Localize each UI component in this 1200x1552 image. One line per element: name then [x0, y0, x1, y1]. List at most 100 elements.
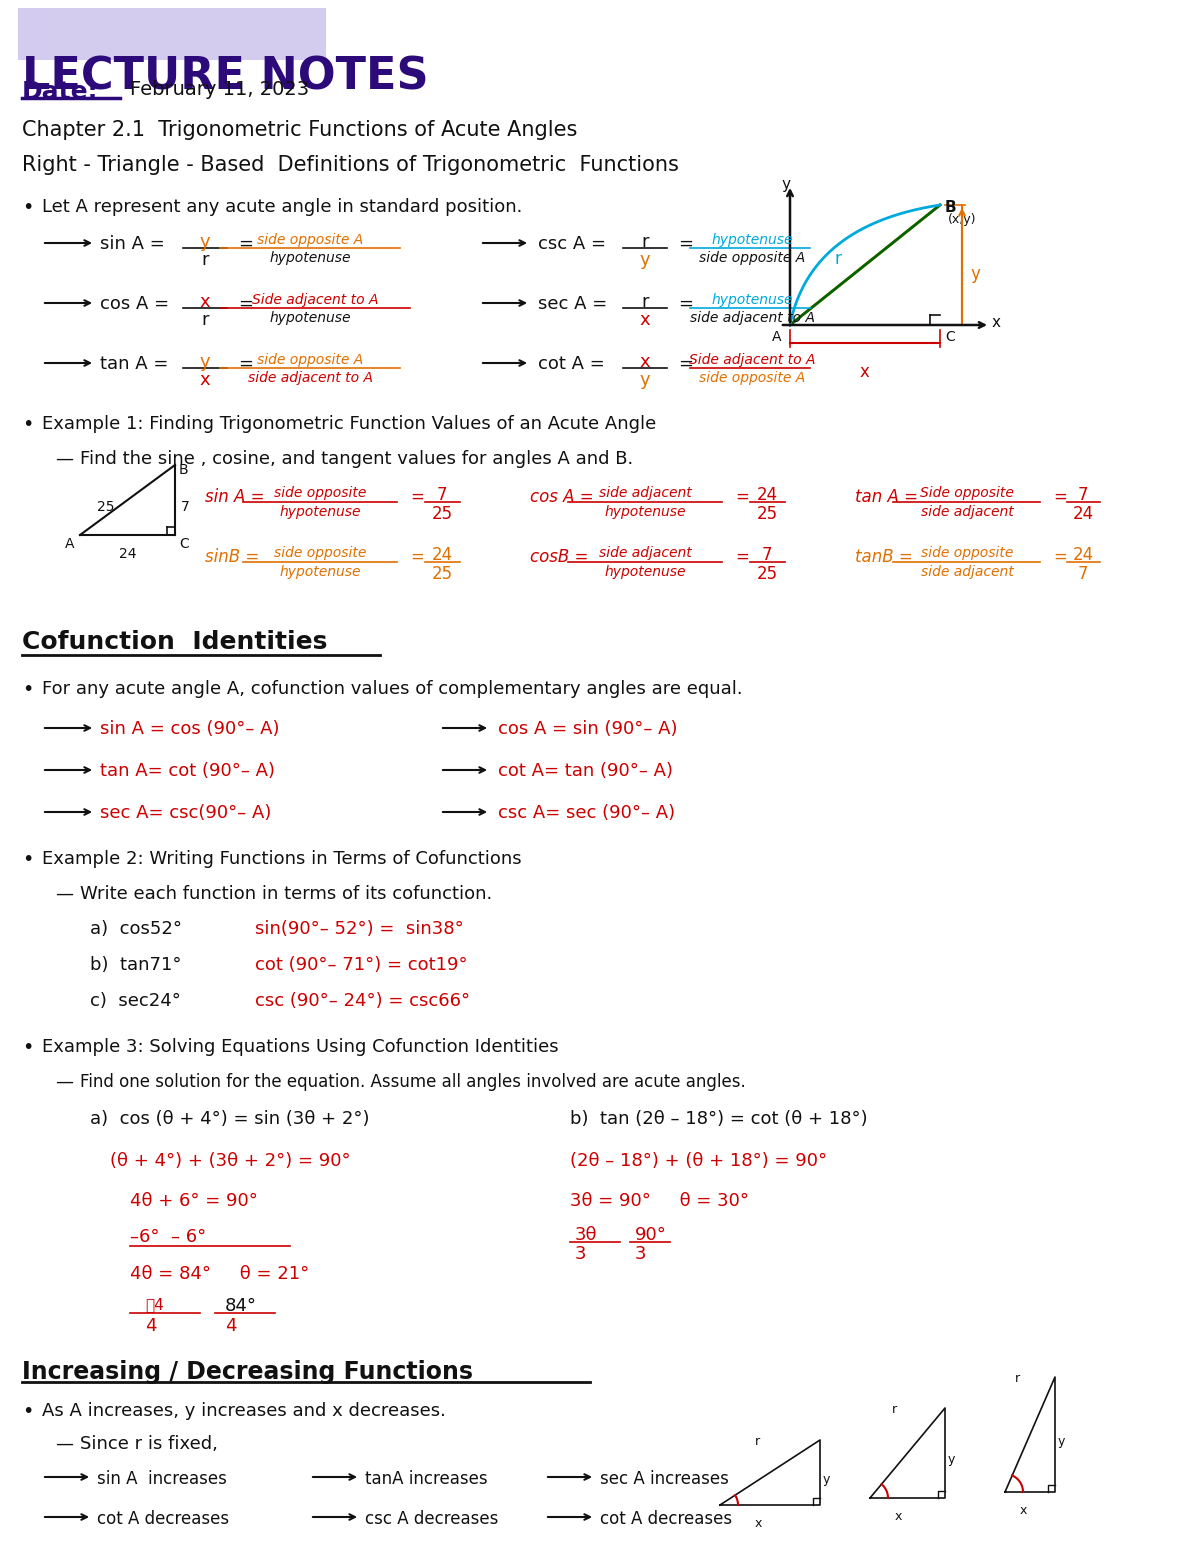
Text: C: C [179, 537, 188, 551]
Text: 84°: 84° [226, 1297, 257, 1315]
Text: tanB =: tanB = [854, 548, 913, 566]
Text: 3θ: 3θ [575, 1226, 598, 1245]
Text: sec A= csc(90°– A): sec A= csc(90°– A) [100, 804, 271, 823]
Text: =: = [1054, 487, 1067, 506]
Text: y: y [970, 265, 980, 282]
Text: side opposite: side opposite [274, 546, 366, 560]
Text: tan A =: tan A = [854, 487, 918, 506]
Text: hypotenuse: hypotenuse [712, 233, 793, 247]
Text: Find one solution for the equation. Assume all angles involved are acute angles.: Find one solution for the equation. Assu… [80, 1072, 745, 1091]
Text: —: — [55, 450, 73, 469]
Text: 24: 24 [756, 486, 778, 504]
Text: 4θ = 84°     θ = 21°: 4θ = 84° θ = 21° [130, 1265, 310, 1284]
Text: cos A = sin (90°– A): cos A = sin (90°– A) [498, 720, 678, 739]
Text: x: x [1020, 1504, 1027, 1516]
Text: sin A =: sin A = [100, 234, 164, 253]
Text: C: C [946, 331, 955, 345]
Text: tan A= cot (90°– A): tan A= cot (90°– A) [100, 762, 275, 781]
Text: —: — [55, 1072, 73, 1091]
Text: b)  tan (2θ – 18°) = cot (θ + 18°): b) tan (2θ – 18°) = cot (θ + 18°) [570, 1110, 868, 1128]
Text: •: • [22, 1401, 34, 1422]
Text: cot A =: cot A = [538, 355, 605, 372]
Text: Example 3: Solving Equations Using Cofunction Identities: Example 3: Solving Equations Using Cofun… [42, 1038, 559, 1055]
Text: 7: 7 [1078, 565, 1088, 584]
Text: 24: 24 [1073, 504, 1093, 523]
Text: Let A represent any acute angle in standard position.: Let A represent any acute angle in stand… [42, 199, 522, 216]
Text: x: x [860, 363, 870, 380]
Text: b)  tan71°: b) tan71° [90, 956, 181, 975]
Text: side adjacent: side adjacent [920, 565, 1013, 579]
Text: y: y [948, 1453, 955, 1467]
Text: x: x [755, 1516, 762, 1530]
Text: =: = [238, 295, 253, 314]
Text: =: = [734, 548, 749, 566]
Text: x: x [992, 315, 1001, 331]
Text: A: A [65, 537, 74, 551]
Text: cot A= tan (90°– A): cot A= tan (90°– A) [498, 762, 673, 781]
Text: a)  cos52°: a) cos52° [90, 920, 182, 937]
Text: 7: 7 [1078, 486, 1088, 504]
Text: hypotenuse: hypotenuse [605, 504, 685, 518]
Text: •: • [22, 680, 34, 698]
Text: —: — [55, 1436, 73, 1453]
Text: (θ + 4°) + (3θ + 2°) = 90°: (θ + 4°) + (3θ + 2°) = 90° [110, 1152, 350, 1170]
Text: =: = [678, 295, 694, 314]
Text: side opposite A: side opposite A [698, 251, 805, 265]
Text: x: x [199, 293, 210, 310]
Text: Right - Triangle - Based  Definitions of Trigonometric  Functions: Right - Triangle - Based Definitions of … [22, 155, 679, 175]
Text: side opposite A: side opposite A [257, 233, 364, 247]
Text: side opposite: side opposite [274, 486, 366, 500]
Text: csc A =: csc A = [538, 234, 606, 253]
Text: 90°: 90° [635, 1226, 667, 1245]
Text: y: y [199, 352, 210, 371]
Text: csc A decreases: csc A decreases [365, 1510, 498, 1529]
Text: r: r [835, 250, 842, 268]
Text: Increasing / Decreasing Functions: Increasing / Decreasing Functions [22, 1360, 473, 1384]
Text: =: = [678, 234, 694, 253]
Text: r: r [641, 233, 649, 251]
Text: 25: 25 [756, 504, 778, 523]
Text: =: = [410, 487, 424, 506]
Text: hypotenuse: hypotenuse [269, 251, 350, 265]
Text: 4: 4 [226, 1318, 236, 1335]
Text: y: y [823, 1473, 830, 1485]
Text: hypotenuse: hypotenuse [269, 310, 350, 324]
Text: •: • [22, 1038, 34, 1057]
Text: r: r [892, 1403, 898, 1415]
Text: a)  cos (θ + 4°) = sin (3θ + 2°): a) cos (θ + 4°) = sin (3θ + 2°) [90, 1110, 370, 1128]
Text: c)  sec24°: c) sec24° [90, 992, 181, 1010]
Text: 24: 24 [432, 546, 452, 563]
Text: B: B [946, 200, 956, 216]
Text: cosB =: cosB = [530, 548, 588, 566]
Text: 25: 25 [432, 504, 452, 523]
Text: hypotenuse: hypotenuse [280, 565, 361, 579]
Text: •: • [22, 850, 34, 869]
Text: sin A =: sin A = [205, 487, 264, 506]
Text: cos A =: cos A = [530, 487, 594, 506]
Text: r: r [1015, 1372, 1020, 1384]
Text: 24: 24 [1073, 546, 1093, 563]
Text: February 11, 2023: February 11, 2023 [130, 81, 310, 99]
Text: side adjacent: side adjacent [599, 546, 691, 560]
Text: As A increases, y increases and x decreases.: As A increases, y increases and x decrea… [42, 1401, 446, 1420]
Text: •: • [22, 199, 34, 217]
Text: x: x [199, 371, 210, 390]
Text: 7: 7 [181, 500, 190, 514]
Text: Side adjacent to A: Side adjacent to A [252, 293, 378, 307]
Text: y: y [782, 177, 791, 192]
Text: side adjacent to A: side adjacent to A [690, 310, 815, 324]
Text: B: B [179, 462, 188, 476]
Text: tanA increases: tanA increases [365, 1470, 487, 1488]
Text: 24: 24 [119, 546, 137, 560]
Text: y: y [1058, 1436, 1066, 1448]
Text: Example 1: Finding Trigonometric Function Values of an Acute Angle: Example 1: Finding Trigonometric Functio… [42, 414, 656, 433]
Text: side adjacent to A: side adjacent to A [247, 371, 372, 385]
Text: =: = [734, 487, 749, 506]
Text: hypotenuse: hypotenuse [280, 504, 361, 518]
Text: (x,y): (x,y) [948, 213, 977, 227]
Text: 25: 25 [756, 565, 778, 584]
Text: r: r [202, 251, 209, 268]
Text: =: = [238, 355, 253, 372]
Text: x: x [640, 352, 650, 371]
Text: side adjacent: side adjacent [920, 504, 1013, 518]
